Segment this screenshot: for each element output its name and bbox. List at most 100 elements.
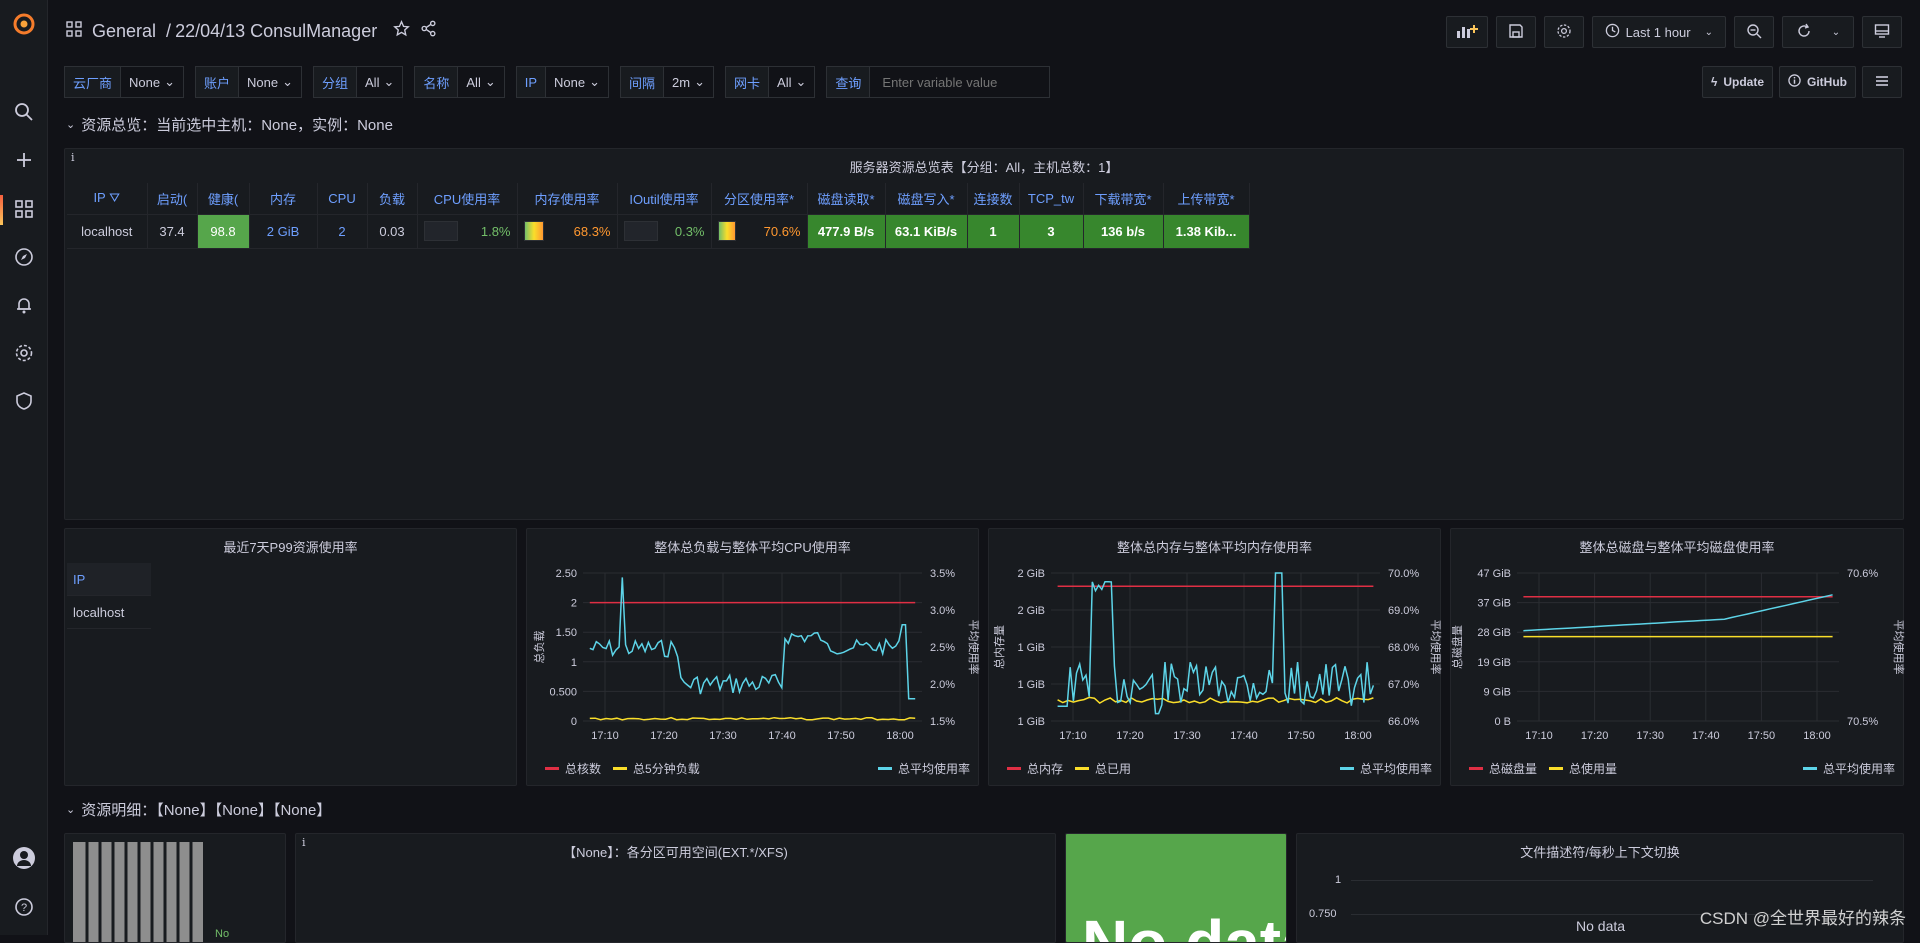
- toolbar: Last 1 hour ⌄ ⌄: [1446, 16, 1902, 48]
- variable-select[interactable]: All⌄: [769, 66, 815, 98]
- column-header[interactable]: 启动(: [147, 183, 197, 214]
- zoom-out-button[interactable]: [1734, 16, 1774, 48]
- column-header[interactable]: 上传带宽*: [1163, 183, 1249, 214]
- chevron-down-icon: ⌄: [282, 74, 293, 90]
- column-header[interactable]: 磁盘写入*: [885, 183, 967, 214]
- y-tick-left: 2.50: [556, 568, 577, 580]
- column-header[interactable]: IP: [67, 563, 151, 596]
- x-tick: 17:50: [1287, 730, 1315, 742]
- server-table: IP ⛛ 启动( 健康( 内存 CPU 负载 CPU使用率 内存使用率 IOut…: [67, 183, 1250, 249]
- column-header[interactable]: 磁盘读取*: [807, 183, 885, 214]
- avatar[interactable]: [12, 846, 36, 870]
- row-header-overview[interactable]: ⌄ 资源总览：当前选中主机：None，实例：None: [66, 114, 393, 135]
- shield-icon[interactable]: [12, 389, 36, 413]
- settings-button[interactable]: [1544, 16, 1584, 48]
- column-header[interactable]: CPU使用率: [417, 183, 517, 214]
- update-label: Update: [1723, 75, 1764, 89]
- nodata-text: No data: [1082, 906, 1287, 943]
- variable-select[interactable]: None⌄: [121, 66, 184, 98]
- panel-title: 服务器资源总览表【分组：All，主机总数：1】: [65, 157, 1903, 176]
- table-row[interactable]: localhost 37.4 98.8 2 GiB 2 0.03 1.8% 68…: [67, 214, 1249, 248]
- refresh-chevron-icon[interactable]: ⌄: [1832, 27, 1840, 38]
- variable-label: 账户: [195, 66, 239, 98]
- refresh-button[interactable]: ⌄: [1782, 16, 1854, 48]
- column-header[interactable]: 内存: [249, 183, 317, 214]
- legend-item[interactable]: 总平均使用率: [898, 760, 970, 777]
- column-header[interactable]: 分区使用率*: [711, 183, 807, 214]
- bell-icon[interactable]: [12, 293, 36, 317]
- x-tick: 17:20: [650, 730, 678, 742]
- legend-item[interactable]: 总磁盘量: [1489, 760, 1537, 777]
- legend-item[interactable]: 总平均使用率: [1360, 760, 1432, 777]
- gear-icon[interactable]: [12, 341, 36, 365]
- cell-cpu-usage: 1.8%: [417, 214, 517, 248]
- variable-select[interactable]: All⌄: [458, 66, 504, 98]
- time-picker[interactable]: Last 1 hour ⌄: [1592, 16, 1726, 48]
- x-tick: 17:20: [1116, 730, 1144, 742]
- column-header[interactable]: 健康(: [197, 183, 249, 214]
- cell-connections: 1: [967, 214, 1019, 248]
- legend-item[interactable]: 总平均使用率: [1823, 760, 1895, 777]
- help-icon[interactable]: ?: [12, 895, 36, 919]
- series-load-5m: [590, 718, 915, 720]
- legend-left: 总内存 总已用: [1007, 760, 1131, 777]
- legend-left: 总磁盘量 总使用量: [1469, 760, 1617, 777]
- plus-icon[interactable]: [12, 148, 36, 172]
- legend-item[interactable]: 总核数: [565, 760, 601, 777]
- load-cpu-chart[interactable]: 2.5021.5010.50003.5%3.0%2.5%2.0%1.5%17:1…: [527, 557, 980, 777]
- add-panel-icon: [1455, 23, 1479, 42]
- column-header[interactable]: TCP_tw: [1019, 183, 1083, 214]
- save-button[interactable]: [1496, 16, 1536, 48]
- menu-button[interactable]: [1862, 66, 1902, 98]
- legend-item[interactable]: 总使用量: [1569, 760, 1617, 777]
- update-link[interactable]: ϟ Update: [1702, 66, 1773, 98]
- grafana-logo-icon[interactable]: [12, 12, 36, 36]
- legend-item[interactable]: 总已用: [1095, 760, 1131, 777]
- page-title[interactable]: 22/04/13 ConsulManager: [175, 21, 377, 42]
- column-header[interactable]: 下载带宽*: [1083, 183, 1163, 214]
- y-tick-left: 28 GiB: [1477, 627, 1511, 639]
- chevron-down-icon: ⌄: [694, 74, 705, 90]
- y-axis-label-left: 总磁盘量: [1451, 625, 1464, 669]
- variable-select[interactable]: All⌄: [357, 66, 403, 98]
- query-input[interactable]: [870, 66, 1050, 98]
- cell-uptime: 37.4: [147, 214, 197, 248]
- variable-value: None: [554, 75, 585, 90]
- column-header[interactable]: IOutil使用率: [617, 183, 711, 214]
- breadcrumb-root[interactable]: General: [92, 21, 156, 42]
- variable-select[interactable]: None⌄: [239, 66, 302, 98]
- variable-label: 间隔: [620, 66, 664, 98]
- add-panel-button[interactable]: [1446, 16, 1488, 48]
- cell-health: 98.8: [197, 214, 249, 248]
- x-tick: 18:00: [886, 730, 914, 742]
- cell-tcp-tw: 3: [1019, 214, 1083, 248]
- table-row[interactable]: localhost: [67, 596, 151, 629]
- share-icon[interactable]: [420, 20, 437, 42]
- column-header[interactable]: CPU: [317, 183, 367, 214]
- variable-label: 名称: [414, 66, 458, 98]
- filter-icon[interactable]: ⛛: [109, 190, 120, 205]
- compass-icon[interactable]: [12, 245, 36, 269]
- variable-select[interactable]: 2m⌄: [664, 66, 714, 98]
- star-icon[interactable]: [393, 20, 410, 42]
- column-header[interactable]: 负载: [367, 183, 417, 214]
- column-header[interactable]: IP ⛛: [67, 183, 147, 214]
- series-mem-avg: [1058, 573, 1374, 714]
- y-tick-left: 2 GiB: [1017, 568, 1045, 580]
- variable-name: 名称 All⌄: [414, 66, 504, 98]
- row-header-details[interactable]: ⌄ 资源明细：【None】【None】【None】: [66, 799, 331, 820]
- tv-mode-button[interactable]: [1862, 16, 1902, 48]
- dashboards-icon[interactable]: [12, 197, 36, 221]
- legend-item[interactable]: 总5分钟负载: [633, 760, 700, 777]
- github-link[interactable]: GitHub: [1779, 66, 1856, 98]
- column-header[interactable]: 内存使用率: [517, 183, 617, 214]
- column-header[interactable]: 连接数: [967, 183, 1019, 214]
- y-axis-label-right: 平均使用率: [967, 620, 980, 675]
- variable-select[interactable]: None⌄: [546, 66, 609, 98]
- legend-item[interactable]: 总内存: [1027, 760, 1063, 777]
- watermark: CSDN @全世界最好的辣条: [1700, 904, 1906, 929]
- search-icon[interactable]: [12, 100, 36, 124]
- x-tick: 18:00: [1344, 730, 1372, 742]
